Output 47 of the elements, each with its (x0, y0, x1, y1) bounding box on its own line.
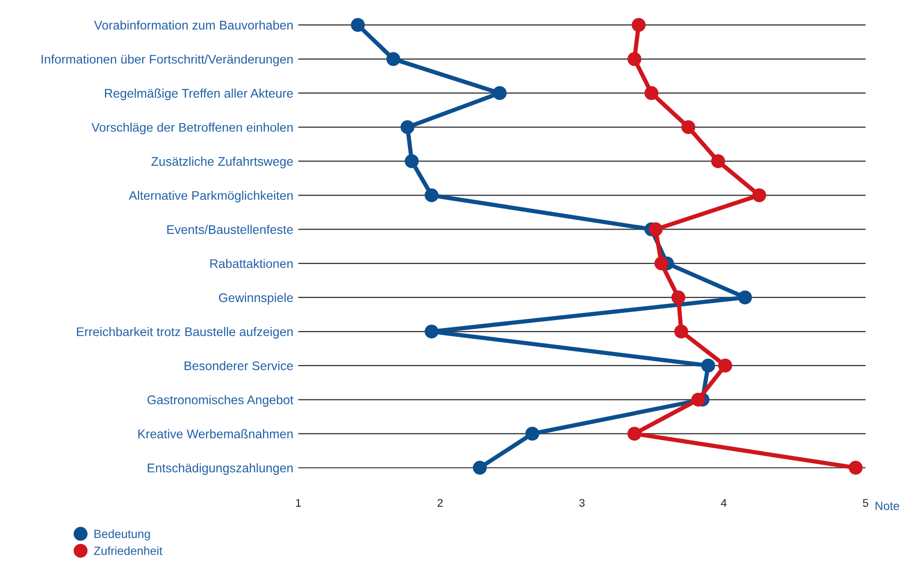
point (400, 120, 414, 134)
y-tick-label: Vorabinformation zum Bauvorhaben (94, 20, 293, 30)
x-tick-label: 4 (720, 499, 727, 507)
point (525, 426, 540, 441)
point (386, 52, 400, 66)
y-tick-label: Zusätzliche Zufahrtswege (151, 156, 293, 168)
y-tick-label: Gewinnspiele (219, 292, 293, 305)
y-tick-label: Gastronomisches Angebot (147, 395, 294, 407)
y-tick-label: Regelmäßige Treffen aller Akteure (105, 88, 293, 100)
point (711, 154, 726, 168)
point (424, 188, 439, 202)
point (404, 154, 419, 168)
point (648, 222, 663, 236)
point (848, 460, 863, 475)
y-tick-label: Entschädigungszahlungen (148, 463, 293, 475)
point (674, 324, 688, 338)
point (472, 460, 487, 475)
point (718, 358, 732, 373)
y-tick-label: Rabattaktionen (210, 258, 293, 268)
x-tick-label: 3 (579, 498, 585, 507)
x-tick-label: 5 (862, 499, 868, 507)
y-tick-label: Vorschläge der Betroffenen einholen (91, 122, 293, 134)
x-tick-label: 2 (438, 498, 443, 507)
point (654, 256, 668, 270)
point (350, 18, 365, 32)
y-tick-label: Erreichbarkeit trotz Baustelle aufzeigen (76, 326, 293, 339)
legend-label: Bedeutung (94, 529, 150, 540)
point (691, 392, 706, 407)
y-tick-label: Kreative Werbemaßnahmen (138, 429, 293, 438)
point (671, 290, 686, 304)
point (627, 52, 642, 66)
y-tick-label: Informationen über Fortschritt/Veränderungen (42, 54, 293, 66)
point (701, 358, 716, 373)
point (632, 18, 646, 32)
point (681, 120, 696, 134)
point (752, 188, 766, 202)
y-tick-label: Events/Baustellenfeste (167, 224, 293, 234)
point (492, 86, 507, 100)
point (738, 290, 752, 304)
y-tick-label: Besonderer Service (184, 361, 293, 370)
point (424, 324, 439, 338)
y-tick-label: Alternative Parkmöglichkeiten (128, 190, 293, 202)
x-tick-label: 1 (296, 499, 301, 507)
point (627, 426, 642, 441)
x-axis-title: Note (876, 502, 900, 510)
point (644, 86, 658, 100)
legend-label: Zufriedenheit (94, 546, 162, 556)
